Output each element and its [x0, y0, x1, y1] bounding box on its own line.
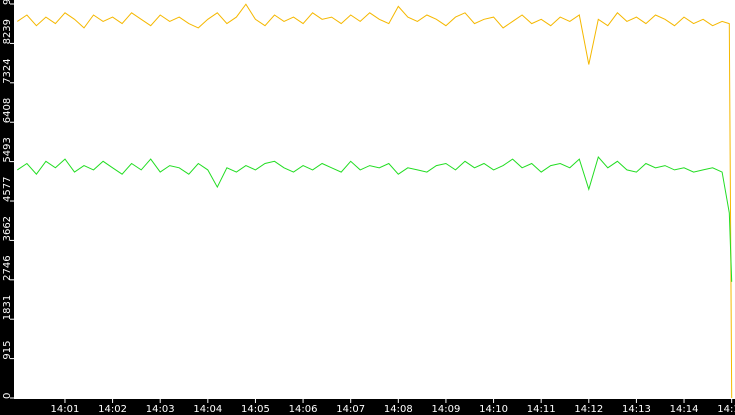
y-tick-label: 6408 [2, 98, 13, 123]
y-tick-label: 915 [2, 341, 13, 360]
y-tick-label: 5493 [2, 137, 13, 162]
x-tick-label: 14:12 [574, 404, 603, 415]
x-tick-label: 14:11 [527, 404, 556, 415]
y-tick-label: 3662 [2, 216, 13, 241]
x-tick-label: 14:10 [479, 404, 508, 415]
series-line [17, 155, 733, 282]
x-tick-label: 14:07 [336, 404, 365, 415]
y-tick-label: 1831 [2, 295, 13, 320]
y-tick-label: 4577 [2, 177, 13, 202]
y-tick-label: 9155 [2, 0, 13, 5]
y-tick-label: 7324 [2, 58, 13, 83]
x-tick-label: 14:06 [289, 404, 318, 415]
series-line [17, 3, 733, 399]
x-tick-label: 14:01 [51, 404, 80, 415]
x-tick-label: 14:14 [670, 404, 699, 415]
x-tick-label: 14:05 [241, 404, 270, 415]
x-tick-label: 14:04 [193, 404, 222, 415]
y-tick-label: 0 [2, 393, 13, 399]
x-tick-label: 14:15 [717, 404, 735, 415]
x-tick-label: 14:09 [432, 404, 461, 415]
x-tick-label: 14:08 [384, 404, 413, 415]
y-tick-label: 8239 [2, 19, 13, 44]
x-tick-label: 14:02 [98, 404, 127, 415]
y-tick-label: 2746 [2, 255, 13, 280]
x-tick-label: 14:13 [622, 404, 651, 415]
plot-area [14, 0, 735, 399]
x-tick-label: 14:03 [146, 404, 175, 415]
